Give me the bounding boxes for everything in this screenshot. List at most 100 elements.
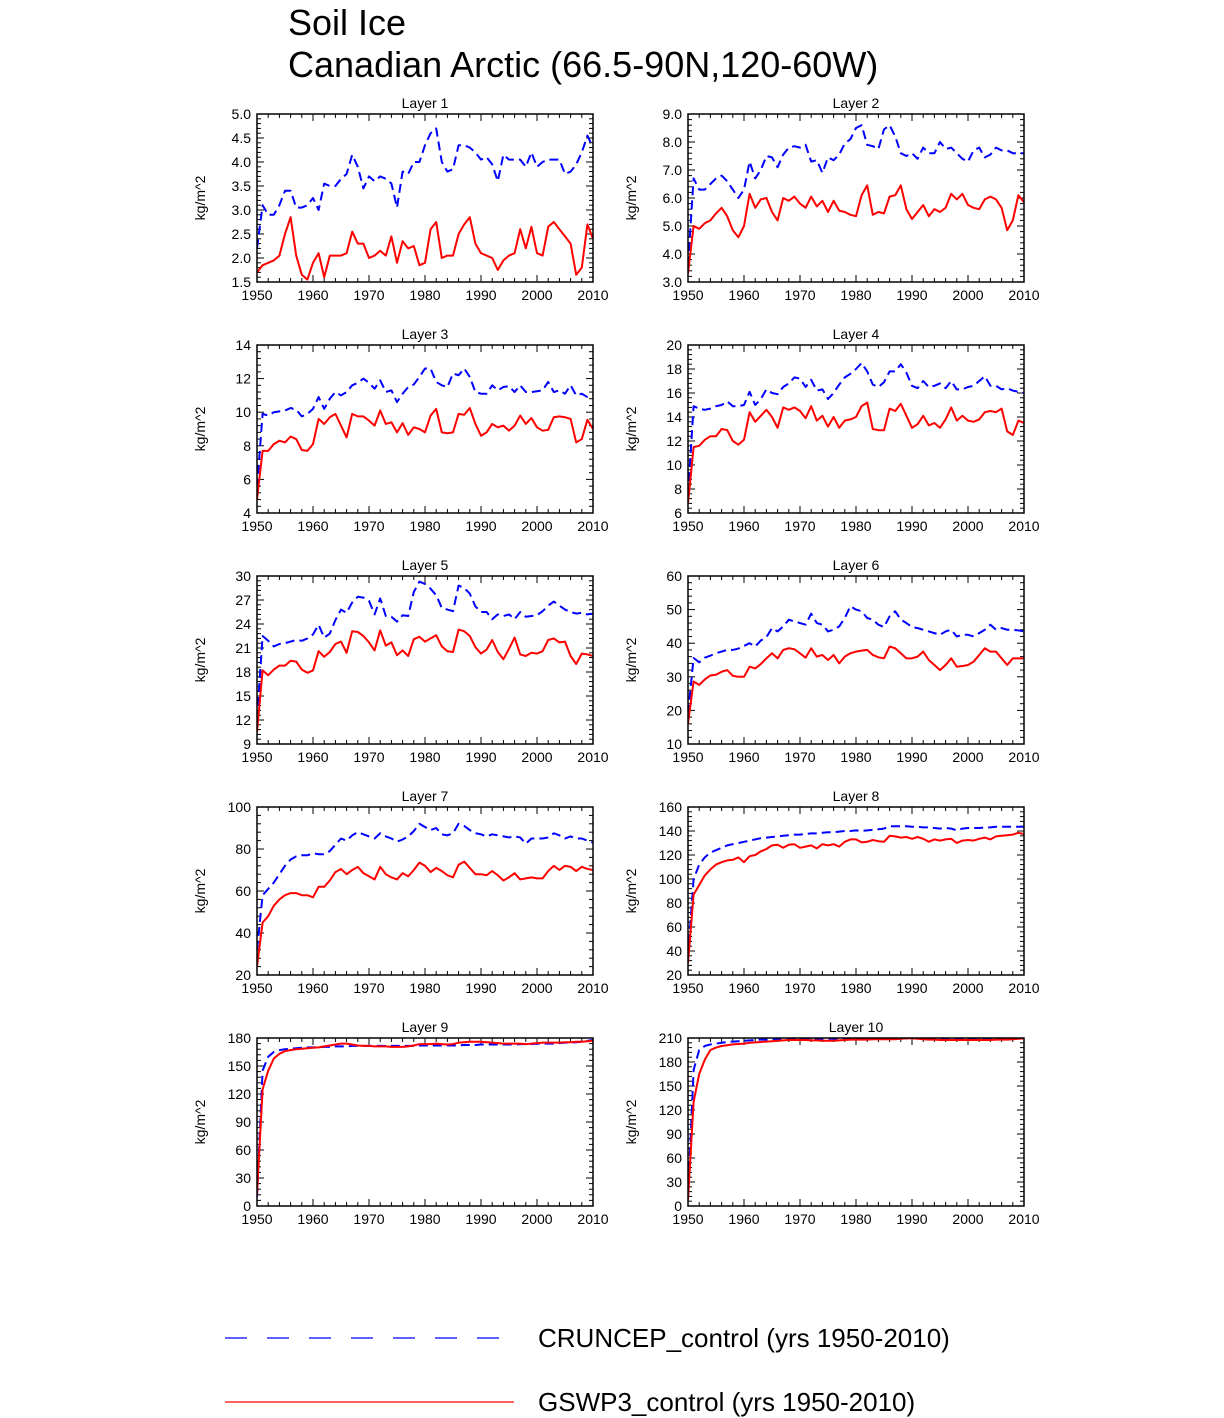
panel-5: Layer 5 kg/m^2 1950 1960 1970 1980 1990 2000 201… — [192, 557, 609, 765]
x-tick-label: 2010 — [1008, 980, 1039, 996]
series-line-cruncep-control — [688, 605, 1024, 714]
y-tick-label: 210 — [659, 1030, 683, 1046]
x-tick-label: 1990 — [465, 518, 496, 534]
x-tick-label: 2000 — [952, 1211, 983, 1227]
series-line-gswp3-control — [257, 407, 593, 500]
series-line-gswp3-control — [688, 645, 1024, 724]
y-tick-label: 12 — [666, 433, 682, 449]
x-tick-label: 1960 — [297, 518, 328, 534]
y-tick-label: 120 — [659, 1102, 683, 1118]
y-tick-label: 40 — [235, 925, 251, 941]
series-line-gswp3-control — [688, 401, 1024, 504]
y-tick-label: 20 — [235, 967, 251, 983]
y-tick-label: 14 — [666, 409, 682, 425]
y-tick-label: 4.5 — [232, 130, 252, 146]
y-tick-label: 180 — [228, 1030, 252, 1046]
panel-title: Layer 2 — [833, 95, 880, 111]
x-tick-label: 2010 — [577, 287, 608, 303]
x-tick-label: 2000 — [521, 518, 552, 534]
figure-title: Soil Ice Canadian Arctic (66.5-90N,120-6… — [288, 2, 878, 86]
title-line-1: Soil Ice — [288, 2, 407, 43]
x-tick-label: 1970 — [353, 980, 384, 996]
series-line-gswp3-control — [688, 1038, 1024, 1200]
series-line-gswp3-control — [257, 860, 593, 967]
series-line-gswp3-control — [688, 184, 1024, 274]
x-tick-label: 1960 — [297, 980, 328, 996]
x-tick-label: 1970 — [353, 749, 384, 765]
y-tick-label: 3.5 — [232, 178, 252, 194]
y-tick-label: 12 — [235, 371, 251, 387]
x-tick-label: 1990 — [465, 287, 496, 303]
x-tick-label: 2010 — [577, 749, 608, 765]
x-tick-label: 1980 — [840, 749, 871, 765]
x-tick-label: 2000 — [952, 980, 983, 996]
x-tick-label: 1980 — [409, 1211, 440, 1227]
x-tick-label: 1960 — [297, 1211, 328, 1227]
x-tick-label: 1960 — [728, 1211, 759, 1227]
x-tick-label: 1970 — [784, 518, 815, 534]
series-line-gswp3-control — [257, 628, 593, 733]
y-axis-label: kg/m^2 — [192, 406, 208, 451]
y-tick-label: 6.0 — [663, 190, 683, 206]
y-tick-label: 27 — [235, 592, 251, 608]
y-tick-label: 7.0 — [663, 162, 683, 178]
plot-frame — [256, 575, 594, 745]
y-tick-label: 60 — [666, 568, 682, 584]
x-tick-label: 1960 — [297, 749, 328, 765]
y-tick-label: 10 — [666, 736, 682, 752]
y-tick-label: 20 — [666, 967, 682, 983]
legend-item-1: CRUNCEP_control (yrs 1950-2010) — [225, 1323, 950, 1353]
series-line-cruncep-control — [688, 124, 1024, 266]
y-tick-label: 150 — [228, 1058, 252, 1074]
y-tick-label: 180 — [659, 1054, 683, 1070]
y-tick-label: 4.0 — [663, 246, 683, 262]
x-tick-label: 1990 — [896, 980, 927, 996]
y-tick-label: 18 — [235, 664, 251, 680]
y-tick-label: 60 — [235, 1142, 251, 1158]
plot-frame — [256, 113, 594, 283]
x-tick-label: 2000 — [521, 749, 552, 765]
y-tick-label: 18 — [666, 361, 682, 377]
y-tick-label: 30 — [235, 568, 251, 584]
y-tick-label: 0 — [674, 1198, 682, 1214]
panel-3: Layer 3 kg/m^2 1950 1960 1970 1980 1990 2000 201… — [192, 326, 609, 534]
y-tick-label: 6 — [674, 505, 682, 521]
x-tick-label: 1950 — [241, 518, 272, 534]
x-tick-label: 1990 — [465, 980, 496, 996]
x-tick-label: 1980 — [840, 518, 871, 534]
y-axis-label: kg/m^2 — [192, 868, 208, 913]
x-tick-label: 2000 — [952, 287, 983, 303]
y-tick-label: 10 — [235, 404, 251, 420]
y-tick-label: 4 — [243, 505, 251, 521]
x-tick-label: 2010 — [1008, 1211, 1039, 1227]
x-tick-label: 1980 — [840, 1211, 871, 1227]
y-axis-label: kg/m^2 — [192, 637, 208, 682]
series-line-cruncep-control — [688, 825, 1024, 958]
plot-frame — [256, 806, 594, 976]
y-tick-label: 5.0 — [663, 218, 683, 234]
title-line-2: Canadian Arctic (66.5-90N,120-60W) — [288, 44, 879, 85]
y-tick-label: 24 — [235, 616, 251, 632]
x-tick-label: 2010 — [1008, 518, 1039, 534]
x-tick-label: 1950 — [672, 287, 703, 303]
x-tick-label: 1970 — [784, 749, 815, 765]
x-tick-label: 2000 — [952, 749, 983, 765]
legend-label: CRUNCEP_control (yrs 1950-2010) — [538, 1323, 950, 1353]
legend-label: GSWP3_control (yrs 1950-2010) — [538, 1387, 915, 1417]
x-tick-label: 2010 — [1008, 287, 1039, 303]
plot-frame — [256, 1037, 594, 1207]
x-tick-label: 1950 — [672, 518, 703, 534]
y-tick-label: 15 — [235, 688, 251, 704]
panel-title: Layer 1 — [402, 95, 449, 111]
x-tick-label: 1950 — [672, 980, 703, 996]
series-line-cruncep-control — [257, 367, 593, 488]
x-tick-label: 1990 — [465, 749, 496, 765]
y-tick-label: 30 — [666, 669, 682, 685]
y-tick-label: 10 — [666, 457, 682, 473]
x-tick-label: 1990 — [465, 1211, 496, 1227]
x-tick-label: 1980 — [409, 518, 440, 534]
series-line-cruncep-control — [257, 822, 593, 950]
x-tick-label: 1970 — [353, 287, 384, 303]
